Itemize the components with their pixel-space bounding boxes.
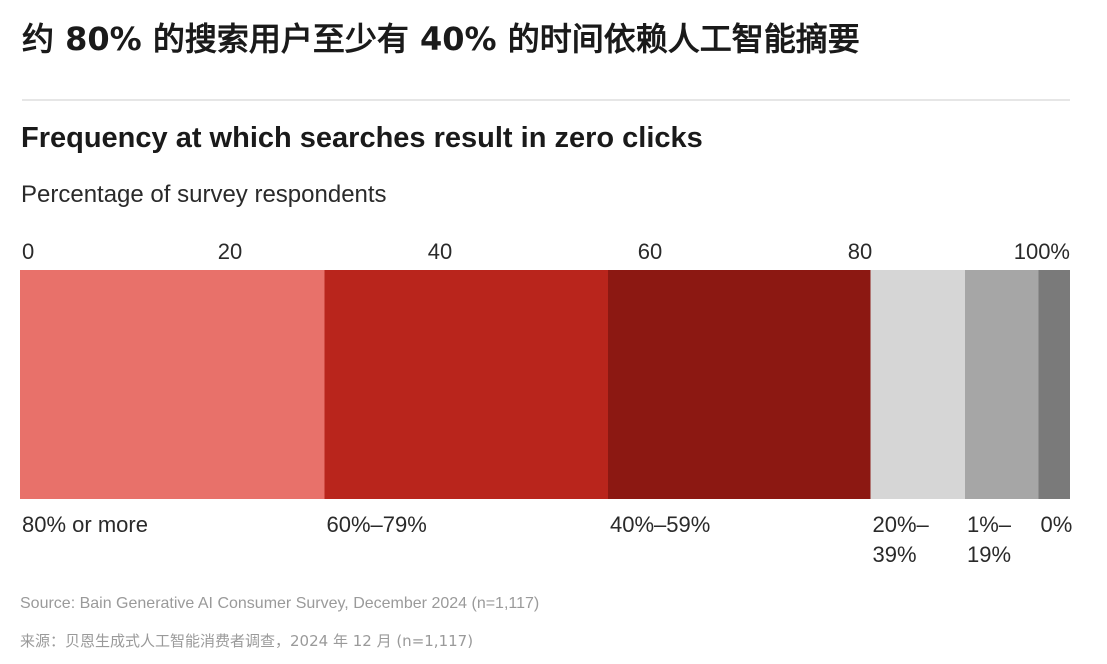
bar-segment bbox=[1038, 270, 1070, 499]
segment-label: 1%– bbox=[967, 512, 1012, 537]
bar-segment bbox=[965, 270, 1039, 499]
segment-label: 0% bbox=[1041, 512, 1073, 537]
x-tick-label: 20 bbox=[218, 239, 242, 264]
segment-label: 40%–59% bbox=[610, 512, 710, 537]
segment-label: 19% bbox=[967, 542, 1011, 567]
stacked-bar-chart: 0 20 40 60 80 100% 80% or more 60%–79% 40%–59% 20… bbox=[20, 239, 1073, 567]
segment-label: 20%– bbox=[873, 512, 930, 537]
x-tick-label: 100% bbox=[1014, 239, 1070, 264]
x-tick-label: 0 bbox=[22, 239, 34, 264]
source-note-chinese: 来源：贝恩生成式人工智能消费者调查，2024 年 12 月 (n=1,117) bbox=[20, 632, 474, 650]
bar-segment bbox=[608, 270, 871, 499]
chart-subtitle: Percentage of survey respondents bbox=[21, 181, 387, 208]
bar-segment bbox=[324, 270, 608, 499]
page-headline: 约 80% 的搜索用户至少有 40% 的时间依赖人工智能摘要 bbox=[22, 20, 860, 58]
x-tick-label: 80 bbox=[848, 239, 872, 264]
x-tick-label: 40 bbox=[428, 239, 452, 264]
source-note-english: Source: Bain Generative AI Consumer Surv… bbox=[20, 595, 540, 612]
header-divider bbox=[22, 99, 1070, 101]
x-tick-label: 60 bbox=[638, 239, 662, 264]
segment-label: 80% or more bbox=[22, 512, 148, 537]
segment-label: 39% bbox=[873, 542, 917, 567]
segment-label: 60%–79% bbox=[327, 512, 427, 537]
chart-title: Frequency at which searches result in ze… bbox=[21, 122, 703, 154]
bar-segment bbox=[20, 270, 325, 499]
bar-segment bbox=[870, 270, 965, 499]
